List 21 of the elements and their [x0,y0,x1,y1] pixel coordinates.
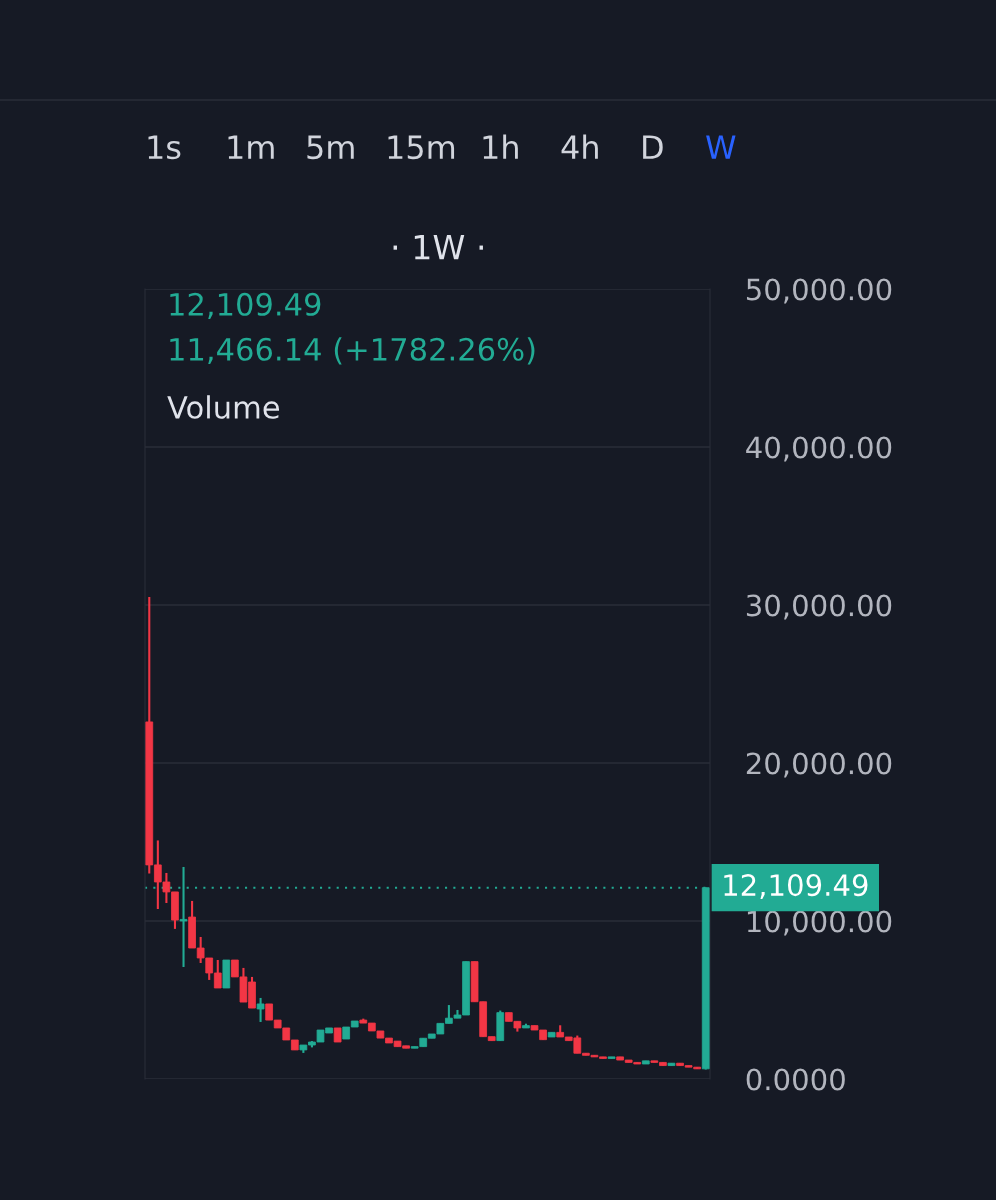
y-tick-label: 40,000.00 [746,436,892,462]
text: 1s [148,135,181,160]
y-tick-label: 50,000.00 [746,278,892,304]
annotation: Volume [167,395,280,419]
annotation: 11,466.14 (+1782.26%) [170,337,535,365]
text: 4h [561,134,598,159]
chart-subtitle: · 1W · [393,234,483,260]
text: 15m [388,135,455,160]
text: 1h [483,134,518,159]
annotation: 12,109.49 [170,292,321,319]
y-tick-label: 30,000.00 [746,594,892,620]
y-tick-label: 10,000.00 [747,910,892,936]
candlestick [179,865,188,969]
y-tick-label: 20,000.00 [746,752,892,778]
ref-line-label: 12,109.49 [724,874,868,900]
y-tick-label: 0.0000 [746,1068,845,1091]
candlestick [256,996,265,1023]
text: D [643,135,663,159]
text: W [706,135,736,159]
text: 1m [228,135,274,159]
text: 5m [307,135,354,160]
